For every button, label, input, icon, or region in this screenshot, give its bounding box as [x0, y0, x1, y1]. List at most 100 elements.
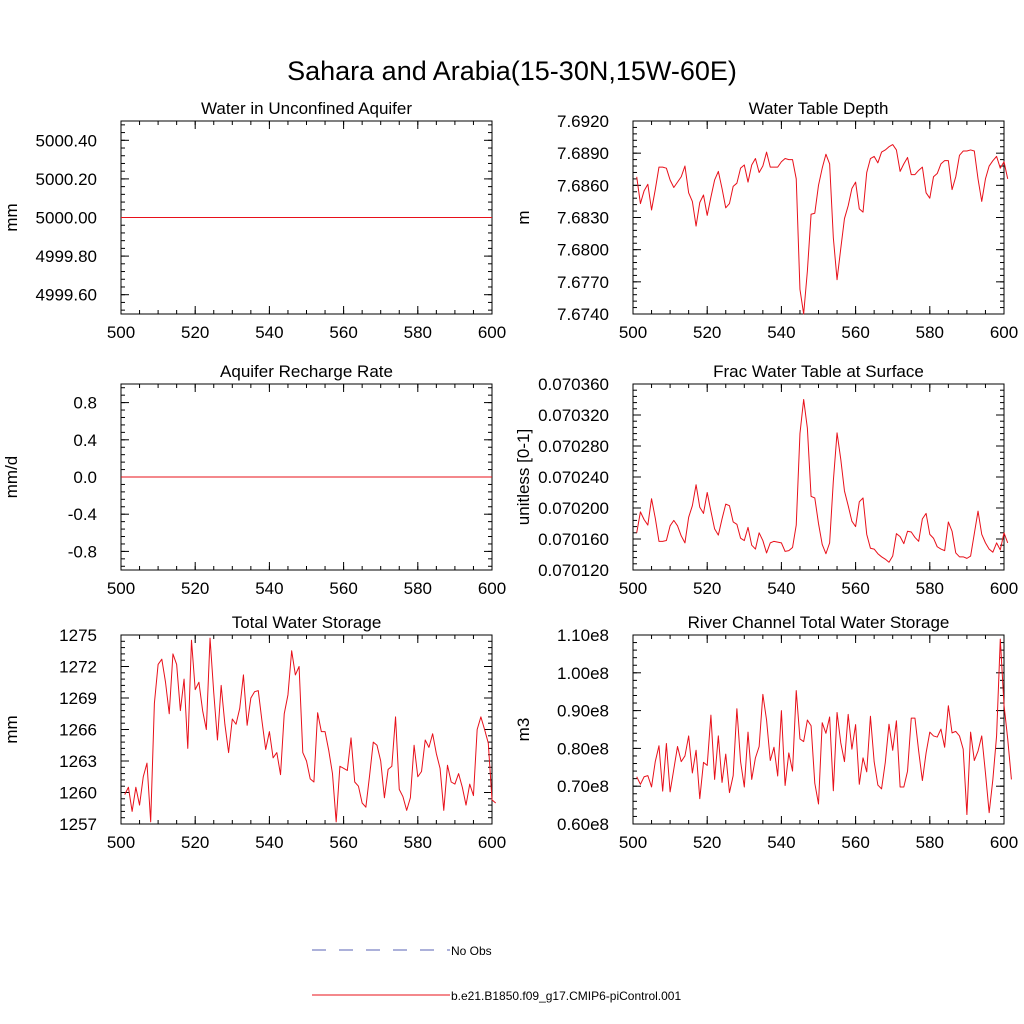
x-tick-label: 600	[990, 579, 1018, 598]
y-tick-label: 0.070120	[538, 561, 609, 580]
y-tick-label: 7.6800	[557, 241, 609, 260]
y-tick-label: 1257	[59, 815, 97, 834]
y-tick-label: 7.6770	[557, 273, 609, 292]
y-tick-label: 5000.40	[36, 131, 97, 150]
x-tick-label: 600	[478, 833, 506, 852]
y-tick-label: 7.6740	[557, 305, 609, 324]
y-tick-label: 1275	[59, 626, 97, 645]
x-tick-label: 520	[181, 323, 209, 342]
x-tick-label: 500	[107, 833, 135, 852]
chart-panel-2: Water Table Depth m 500 520 540 560 580 600 7.67…	[514, 99, 1018, 342]
y-tick-label: 1269	[59, 689, 97, 708]
y-tick-label: 5000.20	[36, 170, 97, 189]
x-tick-label: 600	[990, 833, 1018, 852]
chart-title: Frac Water Table at Surface	[713, 362, 924, 381]
x-tick-label: 520	[181, 579, 209, 598]
y-tick-label: 0.070200	[538, 499, 609, 518]
x-tick-label: 520	[181, 833, 209, 852]
x-tick-label: 560	[841, 833, 869, 852]
x-tick-label: 560	[841, 323, 869, 342]
x-tick-label: 540	[767, 833, 795, 852]
chart-panel-5: Total Water Storage mm 500 520 540 560 580 600 1…	[2, 613, 506, 852]
y-tick-label: 1263	[59, 752, 97, 771]
x-tick-label: 540	[255, 323, 283, 342]
chart-title: Total Water Storage	[232, 613, 382, 632]
series-line-model	[124, 637, 497, 823]
y-tick-label: 0.4	[73, 431, 97, 450]
chart-panel-6: River Channel Total Water Storage m3 500 52…	[514, 613, 1018, 852]
y-axis-label: m	[514, 210, 533, 224]
y-tick-label: 1266	[59, 721, 97, 740]
y-tick-label: 0.070160	[538, 530, 609, 549]
y-tick-label: 0.90e8	[557, 702, 609, 721]
x-tick-label: 520	[693, 833, 721, 852]
y-tick-label: 0.070280	[538, 437, 609, 456]
x-tick-label: 600	[478, 579, 506, 598]
legend-model-label: b.e21.B1850.f09_g17.CMIP6-piControl.001	[451, 989, 681, 1003]
x-tick-label: 580	[404, 579, 432, 598]
x-tick-label: 580	[916, 833, 944, 852]
y-tick-label: 7.6860	[557, 176, 609, 195]
x-tick-label: 500	[107, 579, 135, 598]
x-tick-label: 580	[916, 579, 944, 598]
chart-title: Aquifer Recharge Rate	[220, 362, 393, 381]
legend-obs-label: No Obs	[451, 944, 492, 958]
x-tick-label: 600	[478, 323, 506, 342]
x-tick-label: 540	[767, 323, 795, 342]
y-tick-label: 0.0	[73, 468, 97, 487]
y-tick-label: 0.070360	[538, 375, 609, 394]
y-tick-label: 0.70e8	[557, 777, 609, 796]
x-tick-label: 540	[255, 833, 283, 852]
y-axis-label: mm/d	[2, 456, 21, 499]
y-axis-label: unitless [0-1]	[514, 429, 533, 525]
series-line-model	[636, 638, 1012, 816]
x-tick-label: 560	[329, 833, 357, 852]
x-tick-label: 560	[329, 579, 357, 598]
y-tick-label: 0.80e8	[557, 739, 609, 758]
figure-title: Sahara and Arabia(15-30N,15W-60E)	[287, 56, 737, 86]
y-axis-label: mm	[2, 203, 21, 231]
y-axis-label: m3	[514, 718, 533, 742]
y-tick-label: -0.4	[68, 505, 97, 524]
y-tick-label: 7.6890	[557, 144, 609, 163]
chart-panel-1: Water in Unconfined Aquifer mm 500 520 540 56…	[2, 99, 506, 342]
panel-grid: Water in Unconfined Aquifer mm 500 520 540 56…	[2, 99, 1018, 852]
x-tick-label: 580	[404, 323, 432, 342]
y-tick-label: 4999.60	[36, 286, 97, 305]
x-tick-label: 540	[255, 579, 283, 598]
y-tick-label: 1260	[59, 784, 97, 803]
chart-title: River Channel Total Water Storage	[688, 613, 950, 632]
plot-frame	[632, 383, 1005, 571]
y-tick-label: 0.070240	[538, 468, 609, 487]
x-tick-label: 500	[619, 833, 647, 852]
x-tick-label: 580	[404, 833, 432, 852]
y-tick-label: 7.6830	[557, 209, 609, 228]
chart-title: Water in Unconfined Aquifer	[201, 99, 412, 118]
x-tick-label: 520	[693, 323, 721, 342]
series-line-model	[636, 399, 1009, 563]
y-axis-label: mm	[2, 715, 21, 743]
x-tick-label: 500	[619, 579, 647, 598]
x-tick-label: 580	[916, 323, 944, 342]
y-tick-label: 0.8	[73, 394, 97, 413]
x-tick-label: 500	[619, 323, 647, 342]
chart-title: Water Table Depth	[749, 99, 889, 118]
series-line-model	[636, 144, 1009, 315]
x-tick-label: 520	[693, 579, 721, 598]
x-tick-label: 560	[841, 579, 869, 598]
x-tick-label: 560	[329, 323, 357, 342]
x-tick-label: 600	[990, 323, 1018, 342]
x-tick-label: 500	[107, 323, 135, 342]
legend: No Obs b.e21.B1850.f09_g17.CMIP6-piContr…	[312, 944, 681, 1003]
y-tick-label: 7.6920	[557, 112, 609, 131]
y-tick-label: 4999.80	[36, 247, 97, 266]
chart-panel-4: Frac Water Table at Surface unitless [0-1…	[514, 362, 1018, 598]
y-tick-label: 1.00e8	[557, 664, 609, 683]
y-tick-label: 1272	[59, 658, 97, 677]
y-tick-label: 1.10e8	[557, 626, 609, 645]
y-tick-label: 5000.00	[36, 209, 97, 228]
plot-frame	[632, 120, 1005, 315]
x-tick-label: 540	[767, 579, 795, 598]
y-tick-label: 0.070320	[538, 406, 609, 425]
